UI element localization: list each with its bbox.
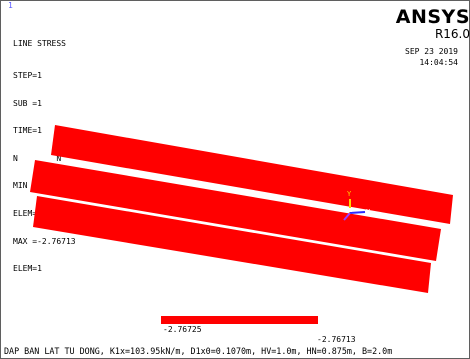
time-label: 14:04:54 bbox=[419, 58, 458, 67]
beam-element-bottom bbox=[33, 196, 431, 293]
info-line-sub: SUB =1 bbox=[13, 98, 42, 108]
info-line-max: MAX =-2.76713 bbox=[13, 236, 76, 246]
contour-legend-bar bbox=[161, 316, 318, 324]
triad-y-label: Y bbox=[347, 190, 352, 198]
triad-x-axis bbox=[349, 211, 366, 214]
info-line-nodes: N N bbox=[13, 153, 62, 163]
brand-name: ANSYS bbox=[395, 6, 470, 28]
triad-origin bbox=[348, 208, 352, 212]
beam-element-top bbox=[51, 125, 453, 224]
triad-x-label: X bbox=[366, 208, 371, 216]
timestamp: SEP 23 2019 14:04:54 bbox=[405, 46, 458, 68]
info-line-max-elem: ELEM=1 bbox=[13, 264, 42, 274]
legend-max-label: -2.76713 bbox=[317, 335, 356, 344]
info-line-title: LINE STRESS bbox=[13, 39, 66, 49]
window-number: 1 bbox=[8, 1, 13, 10]
info-line-min-elem: ELEM=3 bbox=[13, 209, 42, 219]
triad-z-axis bbox=[343, 212, 351, 221]
legend-min-label: -2.76725 bbox=[163, 325, 202, 334]
beam-element-middle bbox=[30, 160, 441, 261]
brand-version: R16.0 bbox=[434, 27, 470, 41]
date-label: SEP 23 2019 bbox=[405, 47, 458, 56]
coordinate-triad: Y X bbox=[343, 190, 371, 221]
ansys-logo: ANSYS R16.0 bbox=[390, 6, 470, 42]
plot-caption: DAP BAN LAT TU DONG, K1x=103.95kN/m, D1x… bbox=[4, 346, 393, 356]
info-line-time: TIME=1 bbox=[13, 126, 42, 136]
info-line-step: STEP=1 bbox=[13, 71, 42, 81]
